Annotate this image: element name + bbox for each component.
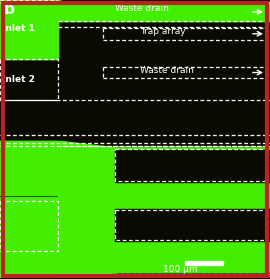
Bar	[115, 209, 270, 241]
Text: Waste drain: Waste drain	[140, 66, 194, 74]
Polygon shape	[0, 140, 270, 146]
Polygon shape	[0, 0, 115, 59]
Text: b: b	[4, 2, 15, 17]
Polygon shape	[58, 140, 270, 195]
Polygon shape	[0, 247, 115, 279]
Bar	[115, 150, 270, 182]
Bar	[58, 3, 270, 21]
Polygon shape	[0, 140, 270, 146]
Polygon shape	[58, 251, 270, 279]
Bar	[0, 0, 58, 59]
Bar	[0, 201, 58, 251]
Bar	[0, 140, 58, 192]
Text: Inlet 2: Inlet 2	[2, 75, 35, 85]
Text: Inlet 1: Inlet 1	[2, 24, 35, 33]
Polygon shape	[58, 0, 105, 59]
Text: 100 µm: 100 µm	[163, 265, 198, 274]
Bar	[0, 140, 58, 195]
Bar	[58, 140, 270, 251]
Text: Waste drain: Waste drain	[115, 4, 169, 13]
Bar	[185, 261, 223, 265]
Polygon shape	[0, 140, 115, 192]
Polygon shape	[0, 274, 270, 279]
Text: Trap array: Trap array	[140, 27, 186, 36]
Bar	[58, 3, 270, 21]
Bar	[0, 197, 58, 247]
Bar	[0, 0, 58, 59]
